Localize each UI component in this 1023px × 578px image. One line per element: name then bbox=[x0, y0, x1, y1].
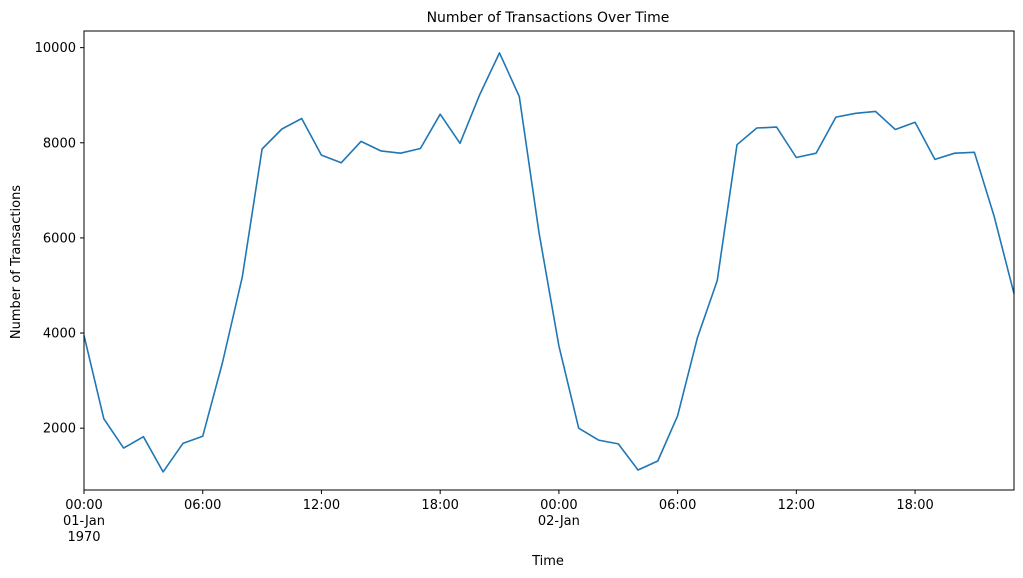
x-axis-label: Time bbox=[531, 554, 564, 569]
x-tick-label: 12:00 bbox=[778, 498, 815, 513]
x-tick-label: 18:00 bbox=[896, 498, 933, 513]
y-tick-label: 6000 bbox=[43, 231, 76, 246]
x-tick-label: 06:00 bbox=[184, 498, 221, 513]
x-tick-label: 12:00 bbox=[303, 498, 340, 513]
x-tick-label: 1970 bbox=[67, 530, 100, 545]
x-tick-label: 06:00 bbox=[659, 498, 696, 513]
x-tick-label: 18:00 bbox=[421, 498, 458, 513]
y-tick-label: 2000 bbox=[43, 422, 76, 437]
y-tick-label: 10000 bbox=[35, 41, 76, 56]
y-axis-ticks: 2000 4000 6000 8000 10000 bbox=[35, 41, 84, 437]
chart-title: Number of Transactions Over Time bbox=[427, 10, 670, 26]
y-tick-label: 8000 bbox=[43, 136, 76, 151]
x-tick-label: 00:00 bbox=[65, 498, 102, 513]
x-tick-label: 01-Jan bbox=[63, 514, 105, 529]
x-tick-label: 02-Jan bbox=[538, 514, 580, 529]
x-tick-label: 00:00 bbox=[540, 498, 577, 513]
plot-area bbox=[83, 52, 1015, 473]
y-axis-label: Number of Transactions bbox=[9, 185, 24, 339]
plot-frame bbox=[83, 30, 1015, 491]
series-line-0 bbox=[83, 52, 1015, 473]
y-tick-label: 4000 bbox=[43, 327, 76, 342]
